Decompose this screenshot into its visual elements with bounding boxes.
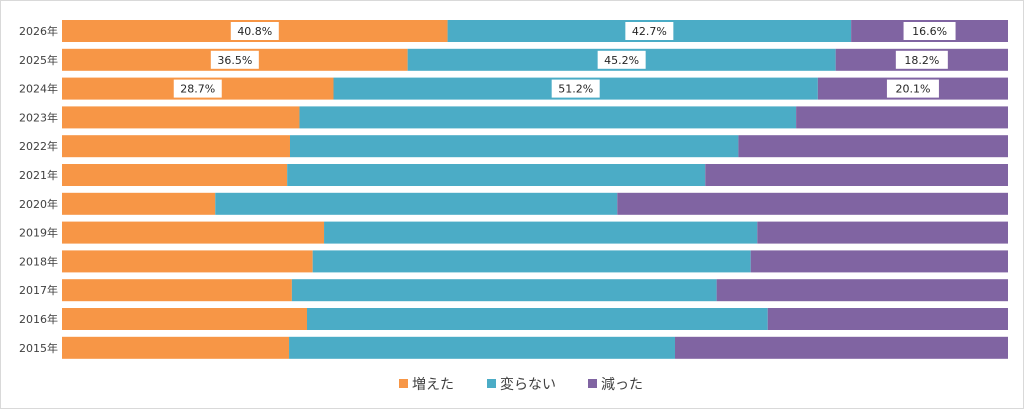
category-label-2016年: 2016年 (19, 312, 58, 326)
data-label-box (210, 50, 259, 69)
data-label-box (903, 22, 956, 40)
legend-swatch-変らない (487, 379, 496, 388)
category-label-2024年: 2024年 (19, 82, 58, 96)
data-label-box (551, 79, 600, 98)
category-label-2023年: 2023年 (19, 110, 58, 124)
category-label-2022年: 2022年 (19, 139, 58, 153)
bar-増えた-2022年 (62, 135, 290, 158)
bar-減った-2017年 (716, 279, 1008, 302)
category-label-2018年: 2018年 (19, 254, 58, 268)
data-label-box (895, 50, 948, 69)
bar-変らない-2022年 (289, 135, 739, 158)
data-labels-layer: 40.8% 42.7% 16.6% 36.5% 45.2% 18.2% 28.7% 51.2%… (173, 22, 956, 98)
bar-増えた-2018年 (62, 250, 313, 273)
data-label-変らない-2026年: 42.7% (632, 25, 667, 38)
bar-増えた-2015年 (62, 336, 290, 359)
bar-変らない-2015年 (289, 336, 676, 359)
data-label-box (173, 79, 222, 98)
data-label-box (625, 22, 674, 40)
bar-減った-2019年 (757, 221, 1008, 244)
bar-減った-2020年 (617, 192, 1008, 215)
category-label-2020年: 2020年 (19, 197, 58, 211)
data-label-box (597, 50, 646, 69)
legend-swatch-減った (588, 379, 597, 388)
bar-増えた-2023年 (62, 106, 300, 129)
data-label-増えた-2024年: 28.7% (180, 83, 215, 96)
bar-減った-2015年 (675, 336, 1008, 359)
bar-変らない-2023年 (299, 106, 797, 129)
bar-増えた-2021年 (62, 164, 288, 186)
bar-変らない-2016年 (307, 308, 768, 330)
bar-増えた-2020年 (62, 192, 216, 215)
legend-label-増えた: 増えた (412, 377, 454, 393)
data-label-減った-2026年: 16.6% (912, 25, 947, 38)
data-label-増えた-2025年: 36.5% (217, 54, 252, 67)
bar-減った-2023年 (796, 106, 1008, 129)
category-label-2025年: 2025年 (19, 53, 58, 67)
data-label-増えた-2026年: 40.8% (237, 25, 272, 38)
data-label-減った-2025年: 18.2% (904, 54, 939, 67)
bar-増えた-2016年 (62, 308, 308, 330)
bar-減った-2021年 (705, 164, 1008, 186)
category-label-2017年: 2017年 (19, 283, 58, 297)
bar-変らない-2021年 (287, 164, 706, 186)
bar-減った-2016年 (767, 308, 1008, 330)
category-label-2021年: 2021年 (19, 168, 58, 182)
bar-変らない-2017年 (291, 279, 717, 302)
bar-減った-2018年 (750, 250, 1008, 273)
data-label-変らない-2025年: 45.2% (604, 54, 639, 67)
legend: 増えた 変らない 減った (399, 376, 643, 393)
category-label-2019年: 2019年 (19, 226, 58, 240)
category-label-2026年: 2026年 (19, 24, 58, 38)
legend-swatch-増えた (399, 379, 408, 388)
bar-変らない-2019年 (324, 221, 758, 244)
data-label-減った-2024年: 20.1% (895, 83, 930, 96)
bar-増えた-2019年 (62, 221, 325, 244)
legend-label-減った: 減った (601, 376, 643, 393)
bar-減った-2022年 (738, 135, 1008, 158)
data-label-box (230, 22, 279, 40)
bar-増えた-2017年 (62, 279, 292, 302)
category-label-2015年: 2015年 (19, 341, 58, 355)
data-label-box (886, 79, 939, 98)
bars-layer (62, 20, 1008, 359)
bar-変らない-2018年 (312, 250, 751, 273)
data-label-変らない-2024年: 51.2% (558, 83, 593, 96)
bar-変らない-2020年 (215, 192, 618, 215)
legend-label-変らない: 変らない (500, 376, 556, 393)
category-axis: 2026年 2025年 2024年 2023年 2022年 2021年 2020年 2019年… (19, 24, 58, 355)
